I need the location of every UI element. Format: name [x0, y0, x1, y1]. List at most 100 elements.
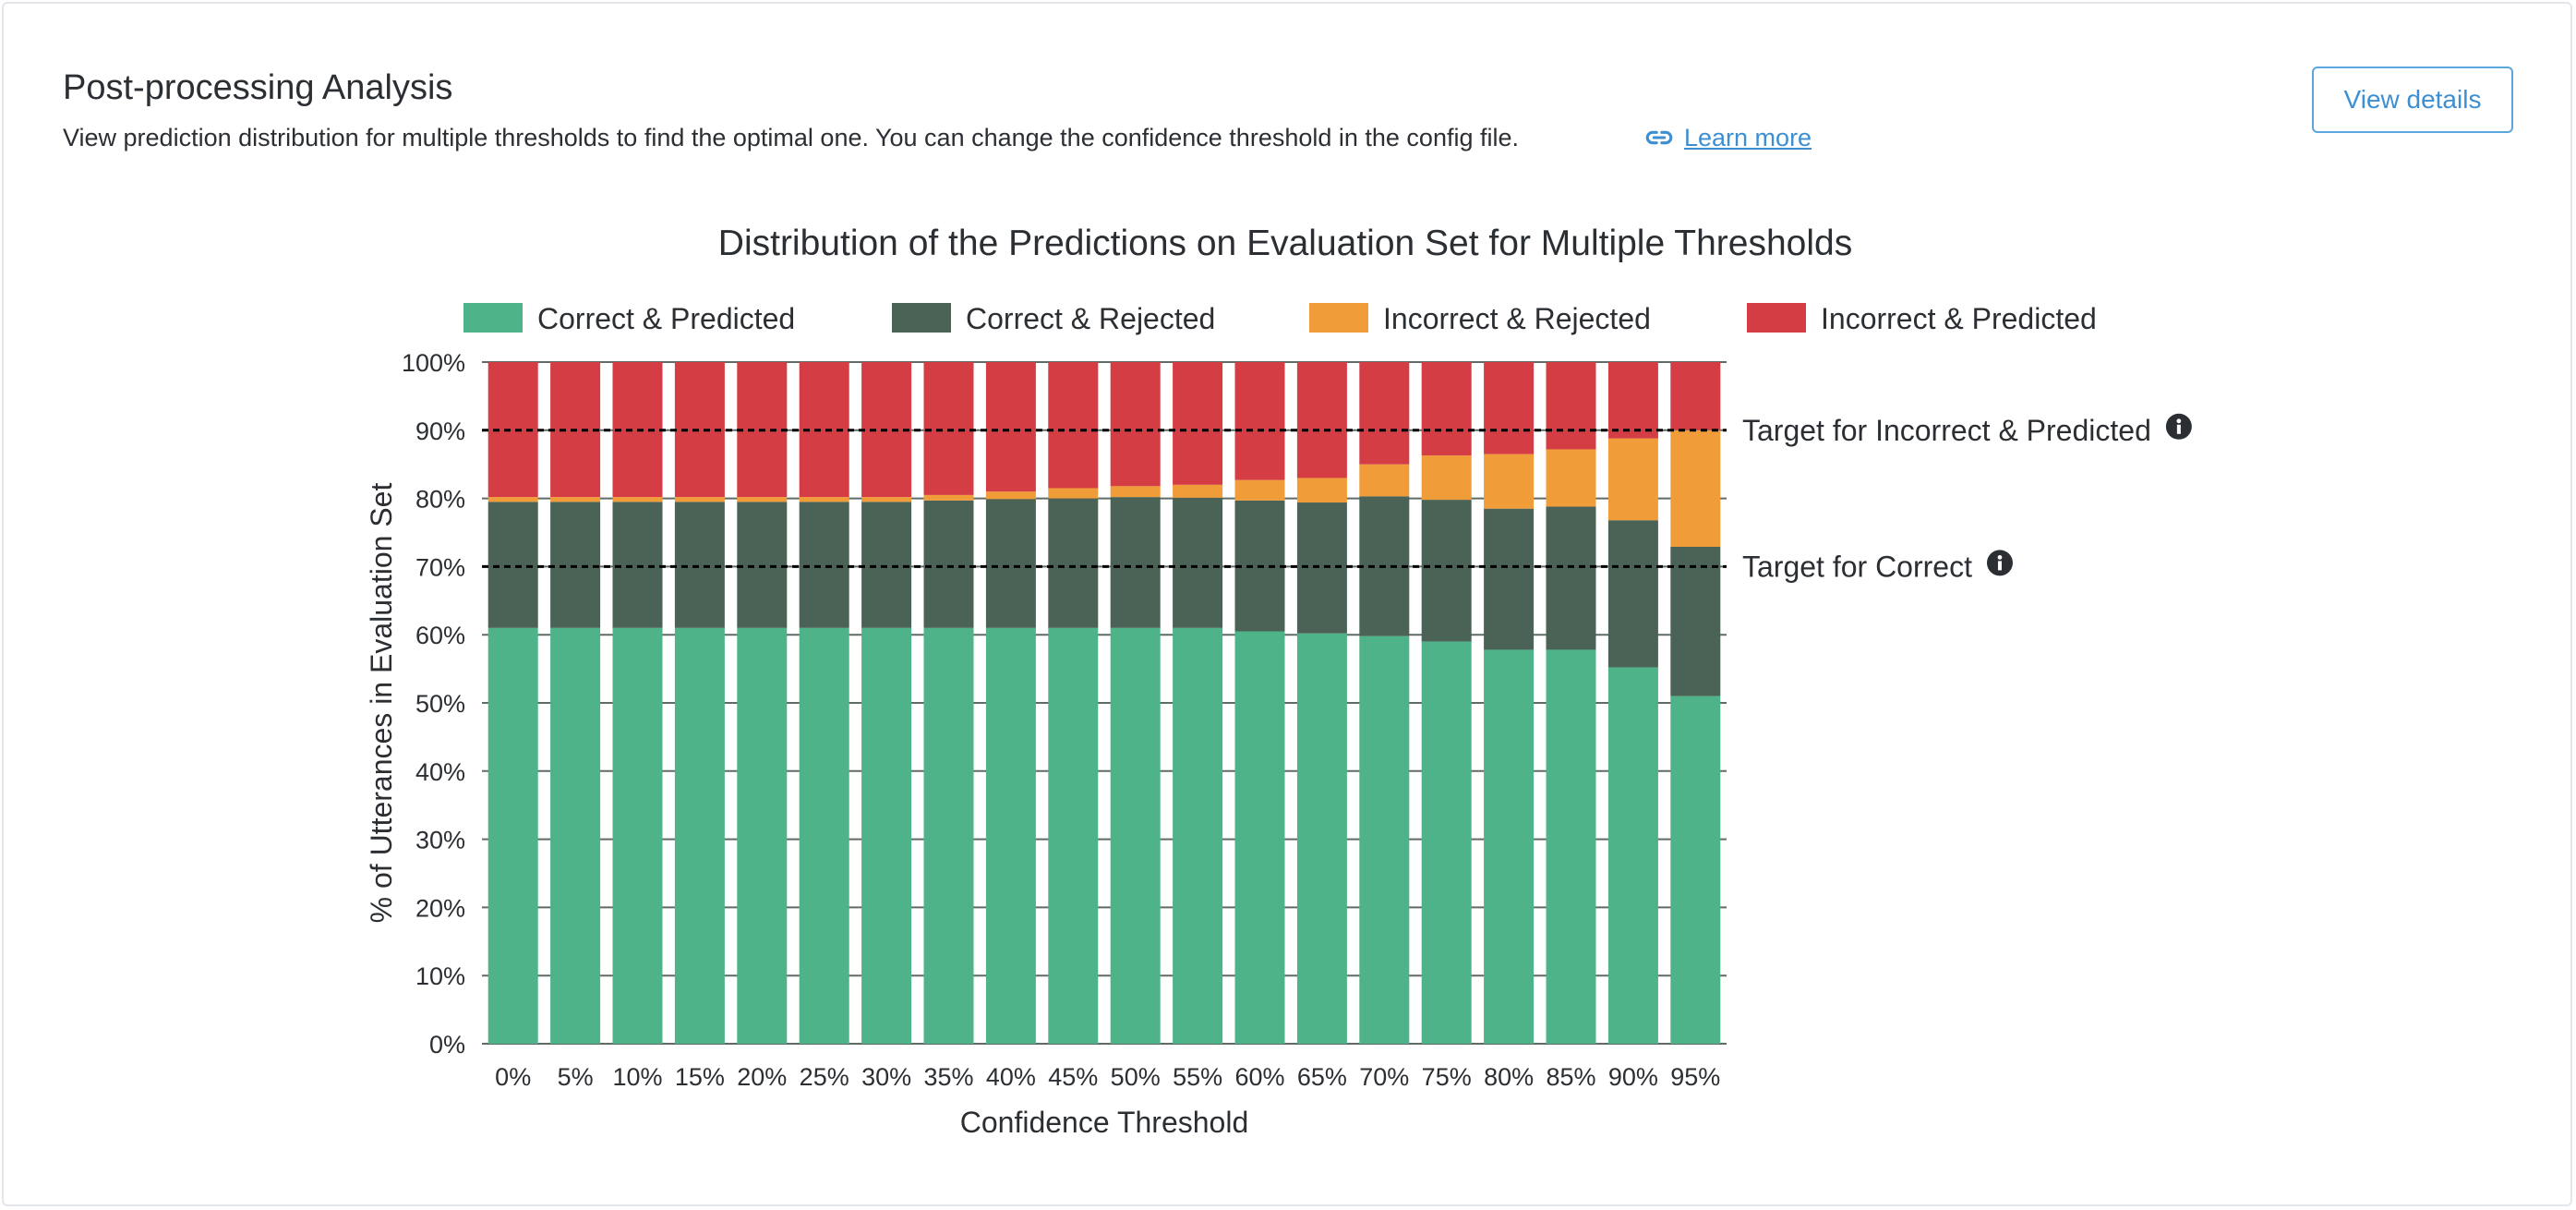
bar-segment: [1670, 430, 1721, 547]
bar-segment: [1546, 449, 1596, 507]
bar-segment: [488, 502, 538, 628]
y-tick-label: 20%: [415, 894, 465, 922]
bar-segment: [1048, 627, 1099, 1044]
bar-segment: [1607, 520, 1658, 668]
y-tick-label: 40%: [415, 758, 465, 786]
bar-segment: [1546, 649, 1596, 1044]
bar-segment: [1546, 362, 1596, 450]
bar-segment: [1048, 362, 1099, 489]
bar-segment: [799, 497, 849, 502]
x-tick-label: 65%: [1297, 1063, 1347, 1091]
view-details-button[interactable]: View details: [2312, 67, 2513, 133]
bar-segment: [1296, 478, 1347, 503]
y-tick-label: 100%: [402, 349, 465, 377]
bar-segment: [1173, 484, 1223, 498]
bar-segment: [550, 627, 601, 1044]
bar-segment: [923, 494, 974, 501]
bar-segment: [1670, 546, 1721, 696]
bar-segment: [985, 362, 1036, 492]
info-icon: [2165, 413, 2192, 440]
bar-segment: [674, 497, 725, 502]
y-axis-label: % of Utterances in Evaluation Set: [365, 483, 398, 924]
legend-swatch: [1747, 303, 1806, 333]
learn-more-link[interactable]: Learn more: [1643, 122, 1812, 153]
bar-segment: [985, 499, 1036, 628]
bar-segment: [1048, 488, 1099, 499]
y-tick-label: 60%: [415, 622, 465, 649]
legend-label: Correct & Predicted: [537, 302, 795, 335]
x-tick-label: 30%: [861, 1063, 911, 1091]
bar-segment: [1421, 641, 1472, 1044]
x-tick-label: 35%: [923, 1063, 973, 1091]
x-tick-label: 5%: [558, 1063, 594, 1091]
bar-segment: [861, 502, 912, 628]
legend-swatch: [1309, 303, 1368, 333]
bar-segment: [1607, 438, 1658, 521]
x-tick-label: 0%: [495, 1063, 531, 1091]
info-icon-stem: [2176, 424, 2181, 434]
x-tick-label: 85%: [1546, 1063, 1595, 1091]
info-icon-stem: [1997, 561, 2002, 571]
link-icon: [1643, 122, 1675, 153]
bar-segment: [1421, 455, 1472, 501]
bar-segment: [1173, 497, 1223, 628]
bar-segment: [1234, 631, 1285, 1044]
bar-segment: [1484, 454, 1535, 509]
bar-segment: [1296, 633, 1347, 1044]
bar-segment: [1421, 362, 1472, 456]
x-tick-label: 90%: [1608, 1063, 1658, 1091]
bar-segment: [550, 502, 601, 628]
y-tick-label: 70%: [415, 553, 465, 581]
bar-segment: [923, 500, 974, 628]
x-tick-label: 10%: [612, 1063, 662, 1091]
bar-segment: [612, 627, 663, 1044]
chart-title: Distribution of the Predictions on Evalu…: [718, 224, 1852, 263]
y-tick-label: 0%: [429, 1031, 465, 1059]
section-description: View prediction distribution for multipl…: [63, 124, 1519, 151]
x-tick-label: 70%: [1359, 1063, 1409, 1091]
bar-segment: [1607, 362, 1658, 439]
section-title: Post-processing Analysis: [63, 68, 453, 107]
bar-segment: [1421, 500, 1472, 642]
bar-segment: [1110, 486, 1161, 498]
x-tick-label: 60%: [1234, 1063, 1284, 1091]
y-tick-label: 10%: [415, 962, 465, 990]
x-tick-label: 45%: [1048, 1063, 1098, 1091]
bar-segment: [861, 627, 912, 1044]
bar-segment: [612, 502, 663, 628]
bar-segment: [1173, 362, 1223, 485]
bar-segment: [674, 627, 725, 1044]
bar-segment: [1048, 498, 1099, 628]
bar-segment: [985, 627, 1036, 1044]
bar-segment: [1110, 497, 1161, 628]
x-axis-label: Confidence Threshold: [960, 1106, 1249, 1139]
x-tick-label: 75%: [1422, 1063, 1472, 1091]
learn-more-label[interactable]: Learn more: [1684, 123, 1812, 151]
bar-segment: [1670, 362, 1721, 430]
bar-segment: [737, 502, 788, 628]
x-tick-label: 50%: [1111, 1063, 1161, 1091]
x-tick-label: 20%: [737, 1063, 787, 1091]
legend-swatch: [892, 303, 951, 333]
x-tick-label: 40%: [986, 1063, 1036, 1091]
x-tick-label: 95%: [1670, 1063, 1720, 1091]
legend-swatch: [463, 303, 523, 333]
y-tick-label: 50%: [415, 690, 465, 718]
target-label: Target for Correct: [1742, 550, 1972, 583]
info-icon: [1986, 550, 2013, 576]
bar-segment: [923, 627, 974, 1044]
bar-segment: [1359, 635, 1410, 1044]
bar-segment: [488, 627, 538, 1044]
bar-segment: [1173, 627, 1223, 1044]
bar-segment: [1110, 362, 1161, 487]
bar-segment: [1234, 479, 1285, 501]
info-icon-dot: [1997, 555, 2003, 560]
bar-segment: [737, 497, 788, 502]
bar-segment: [612, 497, 663, 502]
bar-segment: [550, 497, 601, 502]
bar-segment: [1484, 362, 1535, 454]
bar-segment: [1484, 508, 1535, 650]
bar-segment: [1234, 362, 1285, 480]
bar-segment: [1670, 696, 1721, 1044]
bar-segment: [985, 491, 1036, 500]
